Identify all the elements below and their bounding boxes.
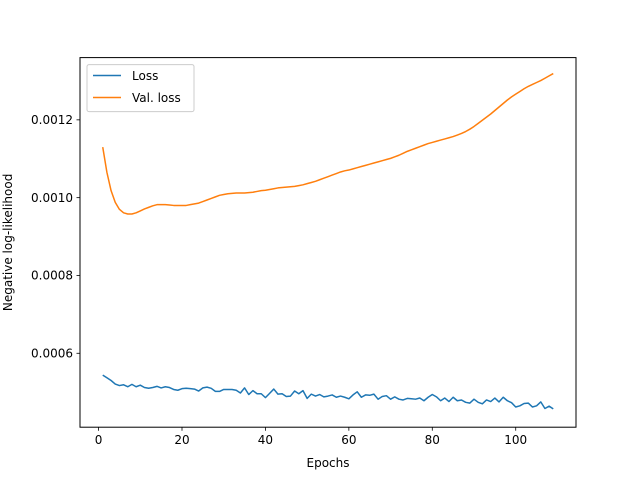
y-tick-label: 0.0008	[31, 269, 73, 283]
legend-label-loss: Loss	[132, 69, 158, 83]
series-layer	[101, 72, 554, 410]
y-axis-label: Negative log-likelihood	[1, 174, 15, 311]
x-tick-label: 80	[425, 433, 440, 447]
plot-area	[79, 57, 577, 428]
y-axis-ticks: 0.0006 0.0008 0.0010 0.0012	[31, 113, 80, 360]
series-line-loss	[102, 374, 554, 410]
x-tick-label: 20	[174, 433, 189, 447]
y-tick-label: 0.0006	[31, 346, 73, 360]
y-tick-label: 0.0010	[31, 191, 73, 205]
x-tick-label: 40	[258, 433, 273, 447]
axes-frame	[79, 57, 577, 428]
x-tick-label: 0	[95, 433, 103, 447]
series-line-val-loss	[101, 72, 554, 215]
x-tick-label: 60	[341, 433, 356, 447]
y-tick-label: 0.0012	[31, 113, 73, 127]
x-axis-ticks: 0 20 40 60 80 100	[95, 427, 527, 447]
x-axis-label: Epochs	[307, 456, 350, 470]
legend-label-val-loss: Val. loss	[132, 91, 181, 105]
legend-box	[86, 64, 195, 113]
x-tick-label: 100	[504, 433, 527, 447]
legend: Loss Val. loss	[86, 64, 195, 113]
